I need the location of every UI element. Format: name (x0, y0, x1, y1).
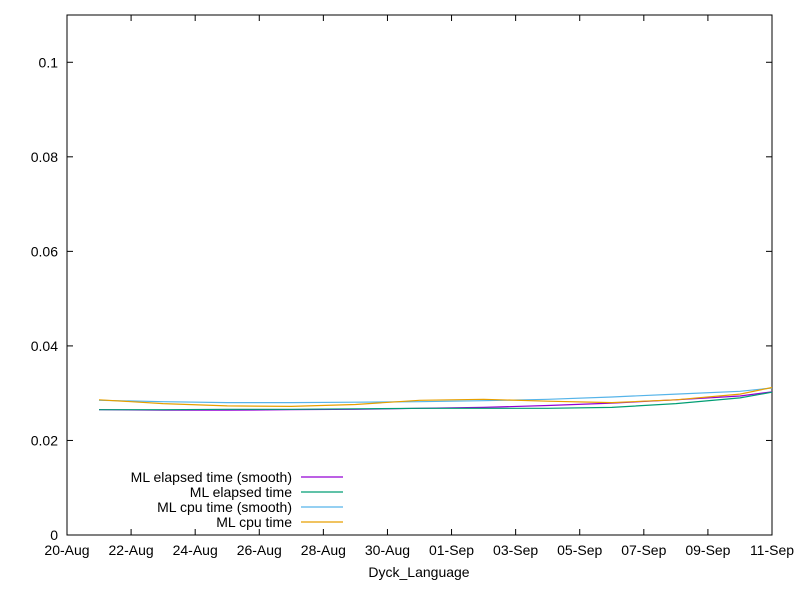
y-tick-label: 0.1 (39, 54, 59, 70)
legend: ML elapsed time (smooth)ML elapsed timeM… (131, 469, 343, 530)
legend-label: ML elapsed time (190, 484, 292, 500)
x-tick-label: 11-Sep (750, 542, 794, 558)
x-tick-label: 26-Aug (237, 542, 282, 558)
series-line-3 (98, 387, 773, 404)
x-axis: 20-Aug 22-Aug 24-Aug 26-Aug 28-Aug 30-Aug 01-S… (44, 15, 794, 558)
series-lines (98, 386, 773, 411)
y-tick-label: 0.02 (31, 432, 58, 448)
y-tick-label: 0.04 (31, 338, 58, 354)
series-line-4 (98, 386, 773, 408)
y-axis: 0 0.02 0.04 0.06 0.08 0.1 (31, 54, 772, 543)
x-tick-label: 20-Aug (44, 542, 89, 558)
x-tick-label: 24-Aug (173, 542, 218, 558)
x-tick-label: 03-Sep (493, 542, 538, 558)
legend-label: ML elapsed time (smooth) (131, 469, 292, 485)
x-tick-label: 01-Sep (429, 542, 474, 558)
y-tick-label: 0 (50, 527, 58, 543)
x-tick-label: 07-Sep (621, 542, 666, 558)
plot-frame (66, 14, 773, 536)
x-tick-label: 28-Aug (301, 542, 346, 558)
x-tick-label: 09-Sep (685, 542, 730, 558)
x-tick-label: 05-Sep (557, 542, 602, 558)
y-tick-label: 0.06 (31, 243, 58, 259)
x-tick-label: 22-Aug (109, 542, 154, 558)
legend-label: ML cpu time (smooth) (157, 499, 292, 515)
legend-label: ML cpu time (216, 514, 292, 530)
y-tick-label: 0.08 (31, 149, 58, 165)
x-tick-label: 30-Aug (365, 542, 410, 558)
series-line-2 (99, 391, 773, 411)
x-axis-title: Dyck_Language (368, 564, 469, 580)
